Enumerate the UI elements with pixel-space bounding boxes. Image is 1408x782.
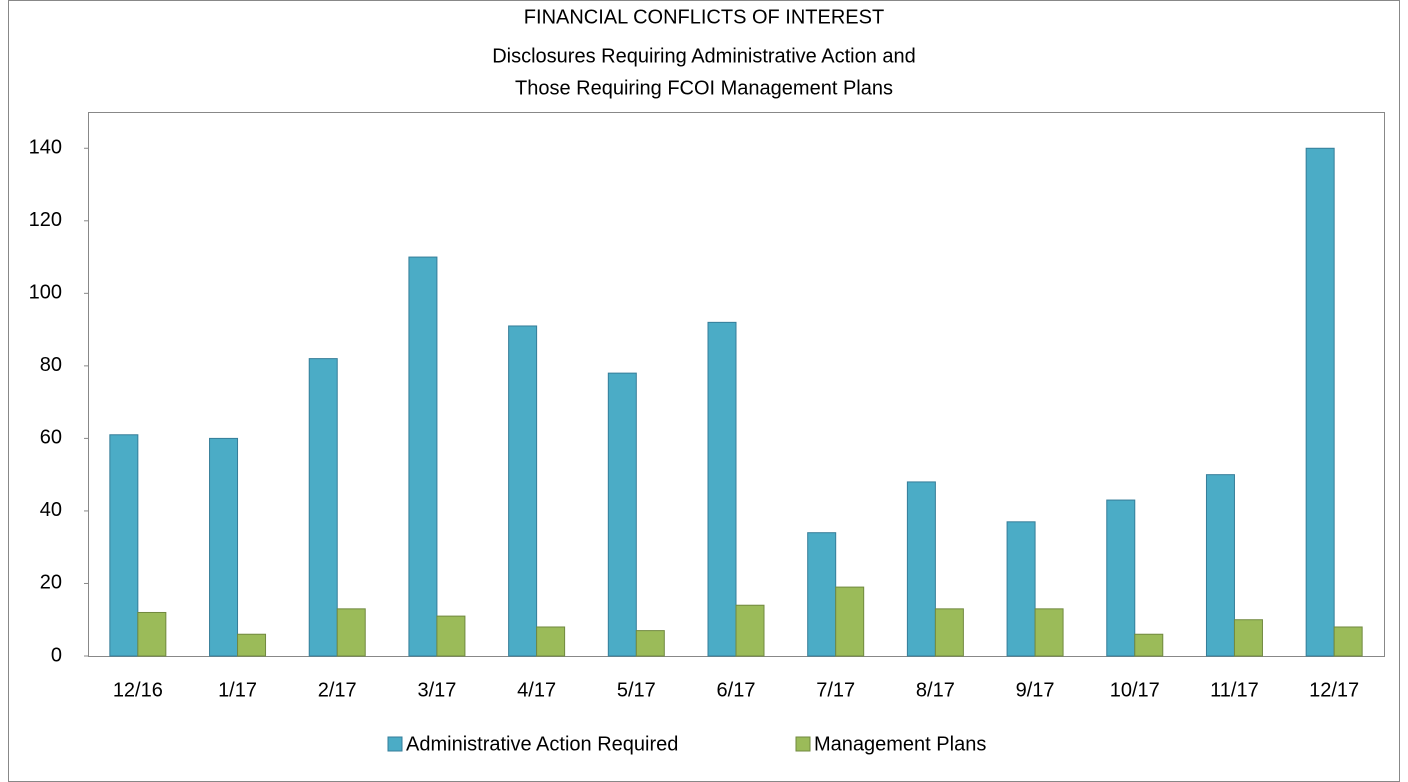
chart-title: Disclosures Requiring Administrative Act…	[492, 45, 916, 67]
bar	[607, 372, 637, 657]
x-tick-label: 3/17	[417, 679, 456, 701]
x-tick-label: 10/17	[1110, 679, 1160, 701]
bar	[934, 608, 964, 657]
x-tick-label: 7/17	[816, 679, 855, 701]
x-tick-label: 12/17	[1309, 679, 1359, 701]
x-tick-label: 2/17	[318, 679, 357, 701]
bar	[1205, 474, 1235, 657]
bar	[1106, 499, 1136, 657]
bar	[635, 630, 665, 657]
bar	[536, 626, 566, 657]
bar	[807, 532, 837, 657]
bar	[1333, 626, 1363, 657]
x-tick-label: 6/17	[717, 679, 756, 701]
bar	[336, 608, 366, 657]
legend-swatch	[387, 736, 403, 752]
bar	[735, 604, 765, 657]
chart-frame	[8, 0, 1400, 782]
bar	[436, 615, 466, 657]
bar	[109, 434, 139, 657]
legend-label: Administrative Action Required	[406, 733, 678, 755]
legend-label: Management Plans	[814, 733, 986, 755]
x-tick-label: 9/17	[1016, 679, 1055, 701]
bar	[1034, 608, 1064, 657]
y-tick-label: 20	[40, 572, 62, 594]
y-tick-label: 140	[29, 137, 62, 159]
bar	[1006, 521, 1036, 657]
y-tick-label: 120	[29, 209, 62, 231]
bar	[1305, 147, 1335, 657]
x-tick-label: 5/17	[617, 679, 656, 701]
y-tick-label: 60	[40, 427, 62, 449]
x-tick-label: 8/17	[916, 679, 955, 701]
x-tick-label: 11/17	[1210, 679, 1259, 701]
bar	[707, 321, 737, 657]
bar	[308, 358, 338, 657]
bar	[1233, 619, 1263, 657]
chart-title: Those Requiring FCOI Management Plans	[515, 77, 893, 99]
bar	[906, 481, 936, 657]
bar	[137, 611, 167, 657]
x-tick-label: 1/17	[218, 679, 257, 701]
bar	[508, 325, 538, 657]
y-tick-label: 0	[51, 644, 62, 666]
x-tick-label: 4/17	[517, 679, 556, 701]
legend-swatch	[795, 736, 811, 752]
bar	[1134, 633, 1164, 657]
bar	[408, 256, 438, 657]
bar	[209, 437, 239, 657]
y-tick-label: 40	[40, 499, 62, 521]
x-tick-label: 12/16	[113, 679, 163, 701]
bar	[835, 586, 865, 657]
y-tick-label: 100	[29, 282, 62, 304]
y-tick-label: 80	[40, 354, 62, 376]
chart-title: FINANCIAL CONFLICTS OF INTEREST	[524, 6, 884, 28]
bar	[237, 633, 267, 657]
